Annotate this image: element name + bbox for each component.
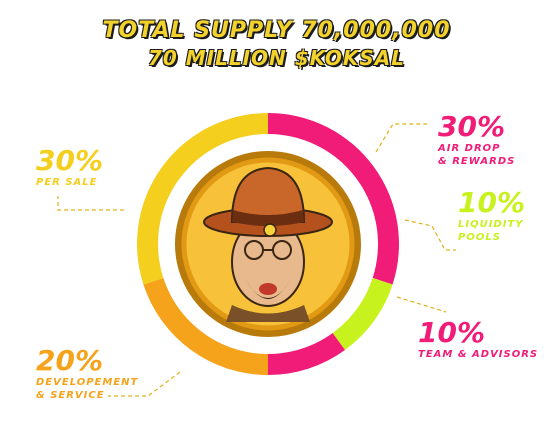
slice-text: & SERVICE	[36, 390, 105, 401]
slice-label-sale: 30% PER SALE	[36, 146, 103, 189]
slice-text: PER SALE	[36, 177, 98, 188]
slice-pct: 10%	[418, 316, 486, 349]
slice-label-development: 20% DEVELOPEMENT & SERVICE	[36, 346, 138, 402]
leader-dev	[108, 371, 181, 397]
slice-text: POOLS	[458, 232, 501, 243]
slice-pct: 30%	[36, 144, 104, 177]
slice-pct: 30%	[438, 110, 506, 143]
slice-label-liquidity: 10% LIQUIDITY POOLS	[458, 188, 525, 244]
slice-pct: 20%	[36, 344, 104, 377]
slice-label-airdrop: 30% AIR DROP & REWARDS	[438, 112, 515, 168]
slice-text: & REWARDS	[438, 156, 516, 167]
slice-text: DEVELOPEMENT	[36, 377, 139, 388]
coin-with-fedora-mascot-icon	[175, 151, 361, 337]
title-line-2: 70 MILLION $KOKSAL	[147, 46, 406, 70]
slice-label-team: 10% TEAM & ADVISORS	[418, 318, 538, 361]
slice-text: AIR DROP	[438, 143, 501, 154]
title-line-1: TOTAL SUPPLY 70,000,000	[102, 18, 451, 43]
slice-text: LIQUIDITY	[458, 219, 524, 230]
leader-sale	[57, 196, 124, 211]
slice-pct: 10%	[458, 186, 526, 219]
leader-liquidity	[404, 219, 456, 251]
leader-team	[396, 296, 447, 313]
slice-text: TEAM & ADVISORS	[418, 349, 539, 360]
leader-airdrop	[375, 123, 428, 153]
